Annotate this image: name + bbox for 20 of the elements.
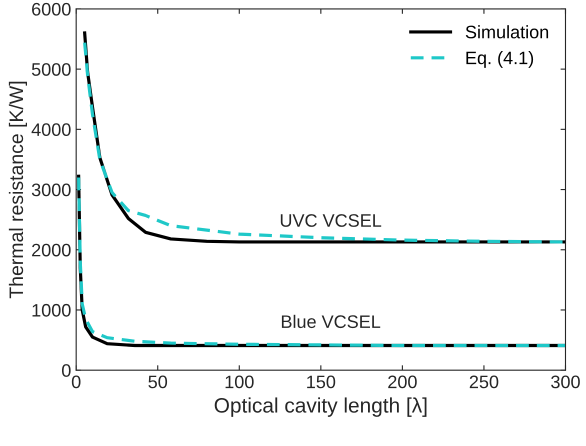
- x-axis-title: Optical cavity length [λ]: [214, 397, 426, 417]
- legend-label: Eq. (4.1): [466, 51, 534, 68]
- y-tick-label: 5000: [32, 63, 71, 76]
- x-tick-label: 300: [551, 376, 580, 388]
- x-tick-label: 50: [148, 376, 168, 388]
- annotation: Blue VCSEL: [282, 314, 380, 328]
- y-tick-label: 3000: [32, 183, 71, 196]
- y-tick-label: 0: [62, 364, 71, 377]
- legend-label: Simulation: [466, 25, 548, 38]
- x-tick-label: 0: [72, 376, 80, 388]
- y-tick-label: 1000: [32, 304, 71, 317]
- y-tick-label: 6000: [32, 2, 71, 16]
- x-tick-label: 150: [307, 376, 336, 388]
- annotation: UVC VCSEL: [280, 214, 382, 227]
- x-tick-label: 200: [388, 376, 417, 388]
- y-tick-label: 2000: [32, 244, 71, 256]
- x-tick-label: 250: [470, 376, 498, 388]
- y-tick-label: 4000: [32, 123, 71, 136]
- x-tick-label: 100: [226, 376, 254, 388]
- y-axis-title: Thermal resistance [K/W]: [8, 82, 27, 298]
